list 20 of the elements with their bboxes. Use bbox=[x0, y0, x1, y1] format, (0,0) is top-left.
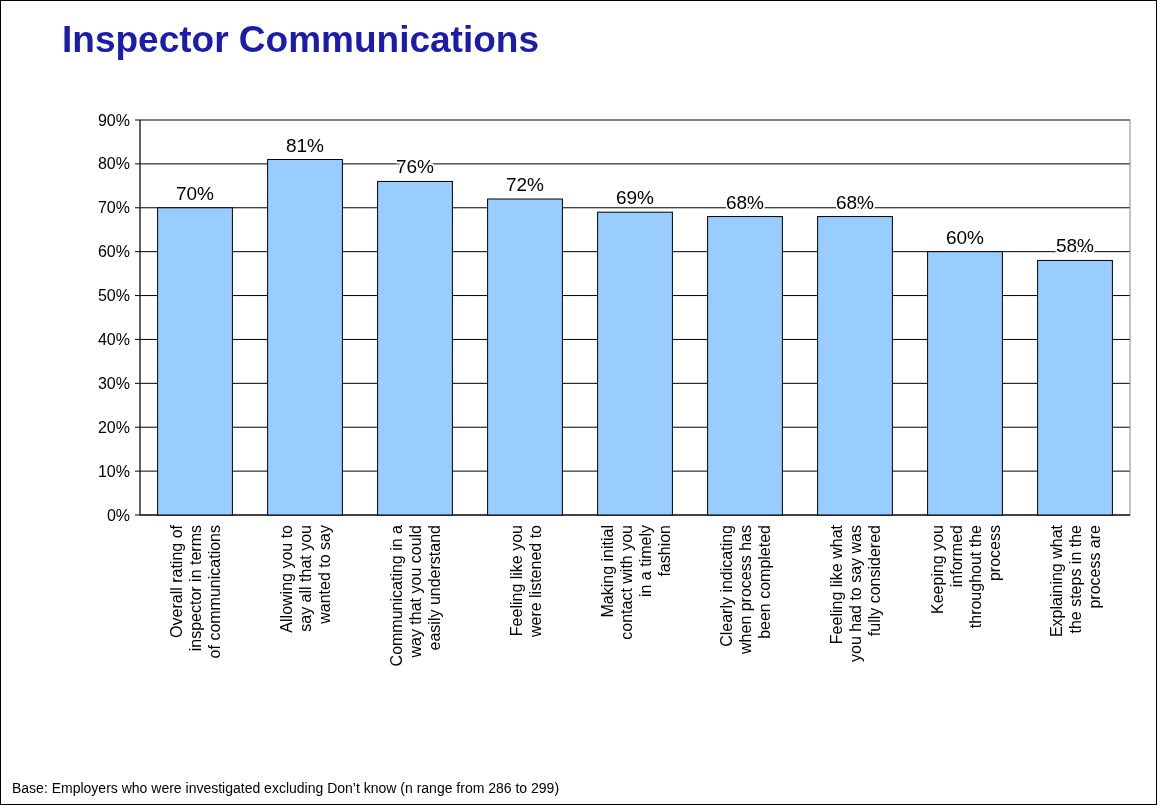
x-tick-label: Making initial contact with you in a timely fashion bbox=[598, 525, 673, 640]
y-tick-label: 80% bbox=[97, 155, 130, 173]
data-label: 69% bbox=[615, 187, 655, 209]
chart-title: Inspector Communications bbox=[62, 19, 539, 60]
y-tick-label: 0% bbox=[106, 506, 130, 524]
y-tick-label: 60% bbox=[97, 243, 130, 261]
x-tick-label: Overall rating of inspector in terms of communications bbox=[168, 524, 223, 659]
y-tick-label: 70% bbox=[97, 199, 130, 217]
data-label: 72% bbox=[505, 174, 545, 195]
data-label: 81% bbox=[285, 134, 325, 156]
y-tick-label: 50% bbox=[97, 287, 130, 305]
y-tick-label: 10% bbox=[97, 462, 130, 480]
y-tick-label: 90% bbox=[97, 111, 130, 129]
y-tick-label: 30% bbox=[97, 374, 130, 392]
y-tick-label: 40% bbox=[97, 331, 130, 349]
text: Base: Employers who were investigated excluding Don’t know (n range from 286 to 299) bbox=[12, 780, 560, 796]
y-tick-label: 20% bbox=[97, 418, 130, 436]
data-label: 70% bbox=[175, 182, 215, 204]
data-label: 60% bbox=[945, 226, 985, 248]
x-tick-label: Keeping you informed throughout the process bbox=[928, 524, 1003, 629]
